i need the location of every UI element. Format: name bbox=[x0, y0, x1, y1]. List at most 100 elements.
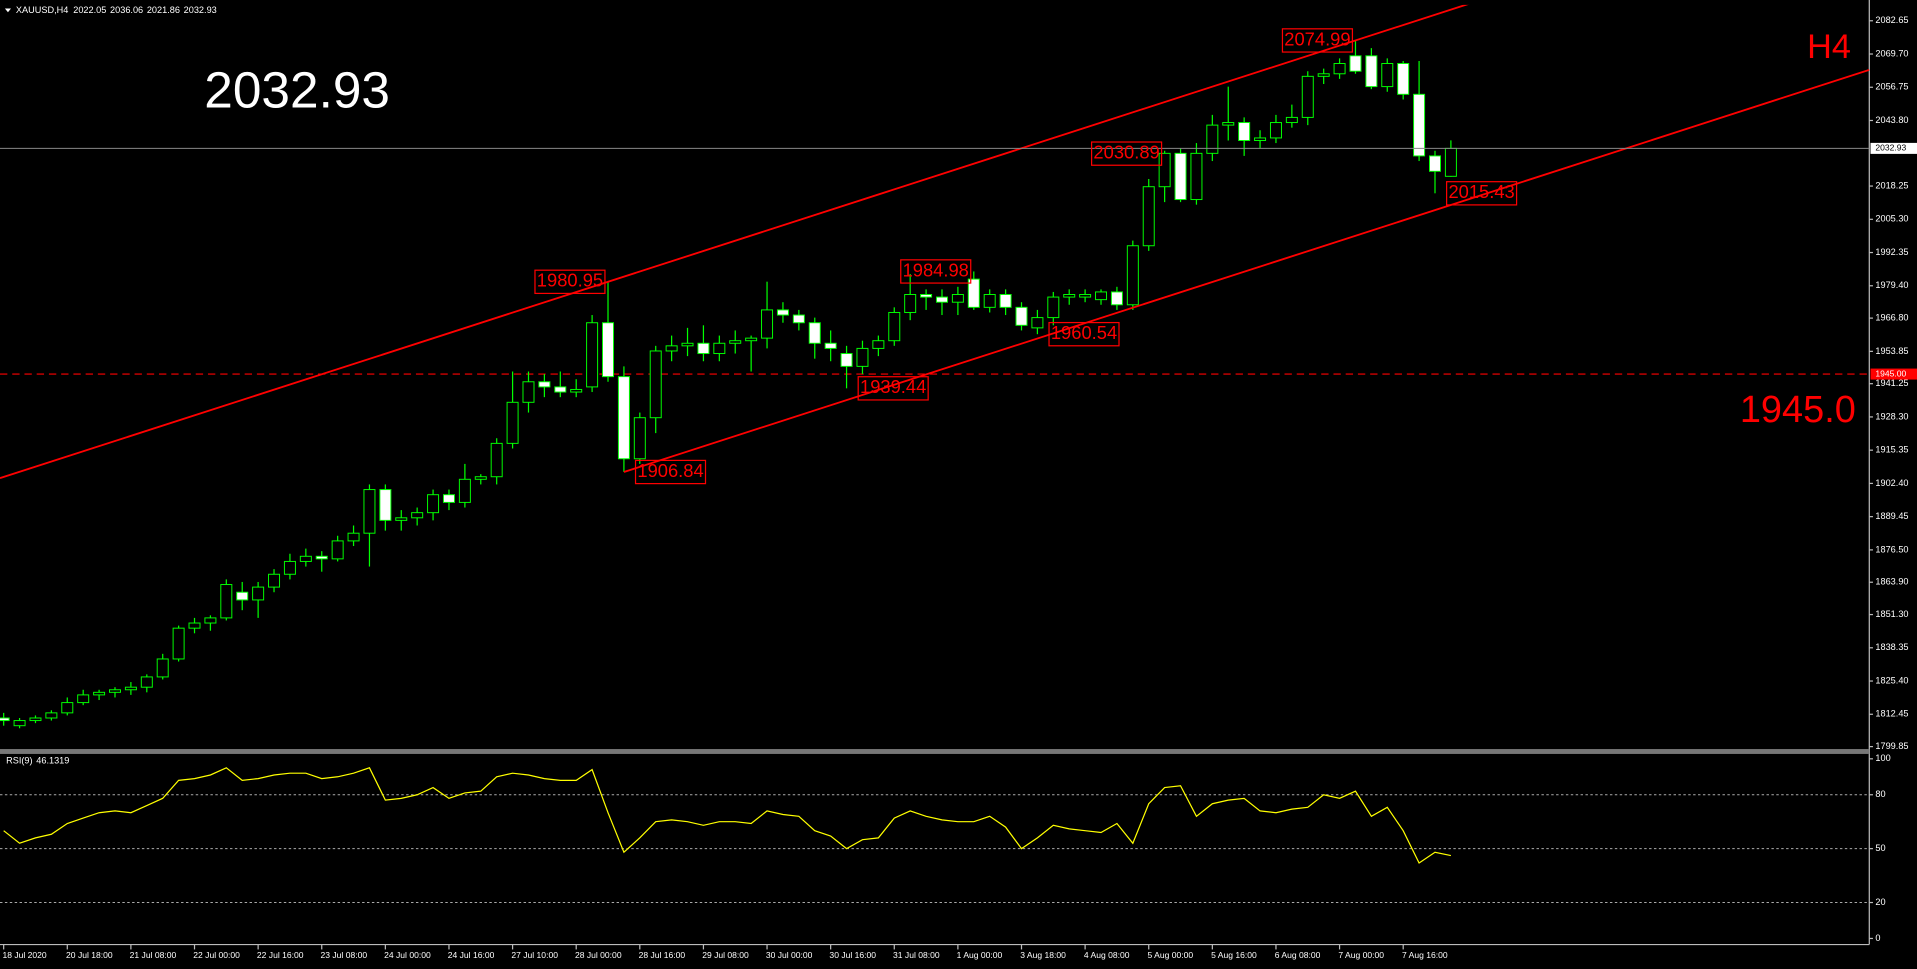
x-tick-label: 24 Jul 16:00 bbox=[448, 950, 495, 960]
x-tick-label: 23 Jul 08:00 bbox=[321, 950, 368, 960]
x-tick-label: 27 Jul 10:00 bbox=[511, 950, 558, 960]
y-tick-label: 1838.35 bbox=[1875, 642, 1908, 652]
x-tick-label: 6 Aug 08:00 bbox=[1275, 950, 1321, 960]
candle-body bbox=[713, 342, 726, 355]
close: 2032.93 bbox=[184, 5, 217, 15]
candle-body bbox=[983, 294, 996, 308]
rsi-tick-label: 50 bbox=[1875, 843, 1885, 853]
menu-arrow[interactable] bbox=[4, 8, 12, 13]
x-tick-label: 7 Aug 16:00 bbox=[1402, 950, 1448, 960]
candle-body bbox=[856, 347, 869, 367]
candle-body bbox=[395, 517, 408, 521]
candle-body bbox=[140, 676, 153, 688]
candle-body bbox=[554, 386, 567, 393]
rsi-tick-label: 20 bbox=[1875, 897, 1885, 907]
candle-body bbox=[904, 294, 917, 313]
candle-body bbox=[522, 381, 535, 403]
candle-body bbox=[538, 381, 551, 388]
candle-body bbox=[872, 340, 885, 349]
candle-body bbox=[935, 296, 948, 303]
candle-body bbox=[0, 717, 10, 722]
price-annotation-box bbox=[1446, 181, 1518, 206]
y-tick-label: 2005.30 bbox=[1875, 214, 1908, 224]
level-axis-label: 1945.00 bbox=[1875, 368, 1906, 378]
y-tick-label: 2069.70 bbox=[1875, 48, 1908, 58]
price-annotation: 1984.98 bbox=[903, 259, 969, 280]
channel-lower bbox=[623, 68, 1870, 473]
rsi-tick-label: 0 bbox=[1875, 933, 1880, 943]
candle-body bbox=[1047, 296, 1060, 319]
candle-body bbox=[888, 311, 901, 342]
candle-body bbox=[1063, 294, 1076, 298]
candle-body bbox=[1444, 147, 1457, 177]
x-tick-label: 4 Aug 08:00 bbox=[1084, 950, 1130, 960]
open: 2022.05 bbox=[73, 5, 106, 15]
x-tick-label: 18 Jul 2020 bbox=[2, 950, 46, 960]
candle-body bbox=[1095, 291, 1108, 301]
price-annotation-box bbox=[1090, 141, 1163, 166]
candle-body bbox=[331, 540, 344, 560]
candle-body bbox=[442, 494, 455, 503]
candle-body bbox=[220, 584, 233, 619]
y-tick-label: 2043.80 bbox=[1875, 115, 1908, 125]
price-annotation: 2015.43 bbox=[1448, 181, 1514, 202]
y-tick-label: 1876.50 bbox=[1875, 544, 1908, 554]
candle-body bbox=[1397, 63, 1410, 95]
price-annotation: 2074.99 bbox=[1284, 28, 1350, 49]
y-tick-label: 1979.40 bbox=[1875, 280, 1908, 290]
candle-body bbox=[824, 342, 837, 349]
current-price-marker bbox=[1870, 142, 1917, 154]
timeframe-label: H4 bbox=[1807, 28, 1851, 66]
y-tick-label: 1941.25 bbox=[1875, 378, 1908, 388]
x-tick-label: 30 Jul 16:00 bbox=[829, 950, 876, 960]
x-tick-label: 5 Aug 16:00 bbox=[1211, 950, 1257, 960]
candle-body bbox=[681, 342, 694, 347]
candle-body bbox=[156, 658, 169, 678]
candle-body bbox=[315, 555, 328, 560]
y-tick-label: 1799.85 bbox=[1875, 741, 1908, 751]
x-tick-label: 5 Aug 00:00 bbox=[1148, 950, 1194, 960]
rsi-line bbox=[3, 767, 1452, 864]
price-annotation: 1960.54 bbox=[1051, 322, 1117, 343]
candle-body bbox=[1301, 75, 1314, 118]
x-tick-label: 1 Aug 00:00 bbox=[957, 950, 1003, 960]
x-tick-label: 28 Jul 16:00 bbox=[639, 950, 686, 960]
y-tick-label: 1953.85 bbox=[1875, 346, 1908, 356]
pane-separator bbox=[0, 749, 1870, 754]
candle-body bbox=[792, 314, 805, 324]
candle-body bbox=[299, 555, 312, 562]
y-tick-label: 2082.65 bbox=[1875, 15, 1908, 25]
candle-body bbox=[617, 376, 630, 460]
candle-body bbox=[776, 309, 789, 316]
candle-body bbox=[172, 627, 185, 660]
high: 2036.06 bbox=[110, 5, 143, 15]
current-price-label: 2032.93 bbox=[1875, 143, 1906, 153]
candle-body bbox=[586, 322, 599, 388]
channel-upper bbox=[0, 4, 1469, 480]
candle-body bbox=[1381, 63, 1394, 88]
y-tick-label: 1825.40 bbox=[1875, 675, 1908, 685]
candle-body bbox=[1365, 55, 1378, 88]
candle-body bbox=[665, 345, 678, 352]
candle-body bbox=[1015, 306, 1028, 326]
price-annotation: 1906.84 bbox=[637, 460, 703, 481]
candle-body bbox=[77, 694, 90, 704]
rsi-tick-label: 80 bbox=[1875, 789, 1885, 799]
price-annotation: 1939.44 bbox=[860, 376, 926, 397]
y-tick-label: 1915.35 bbox=[1875, 445, 1908, 455]
candle-body bbox=[1158, 152, 1171, 188]
candle-body bbox=[13, 720, 26, 727]
candle-body bbox=[490, 442, 503, 478]
candle-body bbox=[236, 591, 249, 601]
candle-body bbox=[1110, 291, 1123, 306]
candle-body bbox=[363, 489, 376, 534]
price-annotation-box bbox=[534, 269, 606, 295]
candle-body bbox=[411, 512, 424, 519]
candle-body bbox=[1349, 55, 1362, 72]
candle-body bbox=[697, 342, 710, 355]
candle-body bbox=[1031, 317, 1044, 329]
candle-body bbox=[1333, 63, 1346, 75]
price-annotation-box bbox=[1281, 28, 1354, 53]
